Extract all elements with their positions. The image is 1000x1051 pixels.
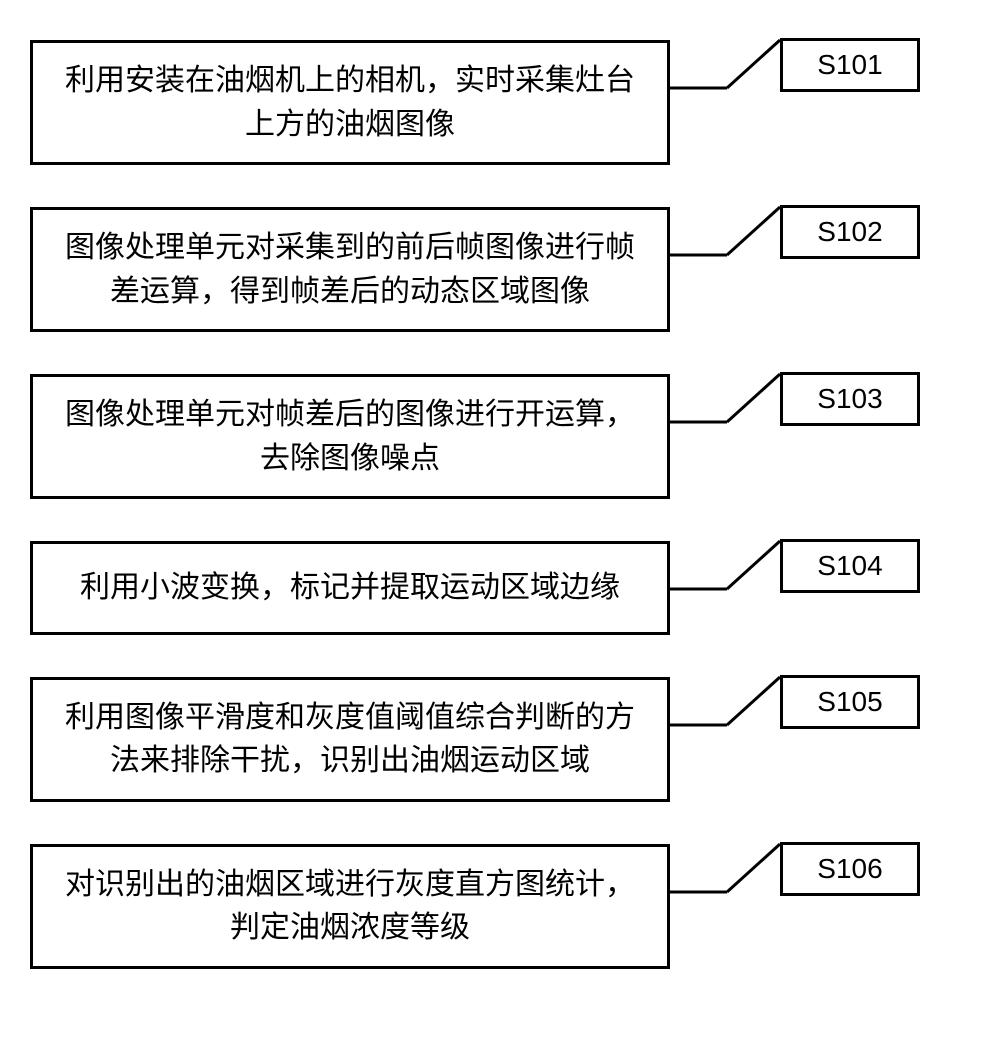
step-text: 利用图像平滑度和灰度值阈值综合判断的方法来排除干扰，识别出油烟运动区域	[53, 696, 647, 783]
step-label-text: S106	[817, 853, 882, 885]
step-text: 利用安装在油烟机上的相机，实时采集灶台上方的油烟图像	[53, 59, 647, 146]
step-label: S101	[780, 38, 920, 92]
connector-line	[670, 675, 780, 725]
step-label: S102	[780, 205, 920, 259]
step-row: 图像处理单元对采集到的前后帧图像进行帧差运算，得到帧差后的动态区域图像 S102	[30, 207, 970, 332]
connector-line	[670, 842, 780, 892]
step-text: 利用小波变换，标记并提取运动区域边缘	[80, 566, 620, 610]
step-text: 图像处理单元对帧差后的图像进行开运算，去除图像噪点	[53, 393, 647, 480]
step-label-text: S101	[817, 49, 882, 81]
step-box: 对识别出的油烟区域进行灰度直方图统计，判定油烟浓度等级	[30, 844, 670, 969]
step-label: S105	[780, 675, 920, 729]
step-box: 图像处理单元对帧差后的图像进行开运算，去除图像噪点	[30, 374, 670, 499]
step-text: 图像处理单元对采集到的前后帧图像进行帧差运算，得到帧差后的动态区域图像	[53, 226, 647, 313]
step-row: 图像处理单元对帧差后的图像进行开运算，去除图像噪点 S103	[30, 374, 970, 499]
step-box: 利用小波变换，标记并提取运动区域边缘	[30, 541, 670, 635]
flowchart-container: 利用安装在油烟机上的相机，实时采集灶台上方的油烟图像 S101 图像处理单元对采集到…	[30, 40, 970, 969]
step-text: 对识别出的油烟区域进行灰度直方图统计，判定油烟浓度等级	[53, 863, 647, 950]
connector-line	[670, 539, 780, 589]
step-row: 利用小波变换，标记并提取运动区域边缘 S104	[30, 541, 970, 635]
step-row: 利用图像平滑度和灰度值阈值综合判断的方法来排除干扰，识别出油烟运动区域 S105	[30, 677, 970, 802]
step-label: S103	[780, 372, 920, 426]
step-row: 对识别出的油烟区域进行灰度直方图统计，判定油烟浓度等级 S106	[30, 844, 970, 969]
connector-line	[670, 38, 780, 88]
step-box: 利用图像平滑度和灰度值阈值综合判断的方法来排除干扰，识别出油烟运动区域	[30, 677, 670, 802]
step-label: S104	[780, 539, 920, 593]
step-label: S106	[780, 842, 920, 896]
step-box: 利用安装在油烟机上的相机，实时采集灶台上方的油烟图像	[30, 40, 670, 165]
step-label-text: S104	[817, 550, 882, 582]
step-box: 图像处理单元对采集到的前后帧图像进行帧差运算，得到帧差后的动态区域图像	[30, 207, 670, 332]
connector-line	[670, 205, 780, 255]
step-row: 利用安装在油烟机上的相机，实时采集灶台上方的油烟图像 S101	[30, 40, 970, 165]
step-label-text: S103	[817, 383, 882, 415]
connector-line	[670, 372, 780, 422]
step-label-text: S102	[817, 216, 882, 248]
step-label-text: S105	[817, 686, 882, 718]
